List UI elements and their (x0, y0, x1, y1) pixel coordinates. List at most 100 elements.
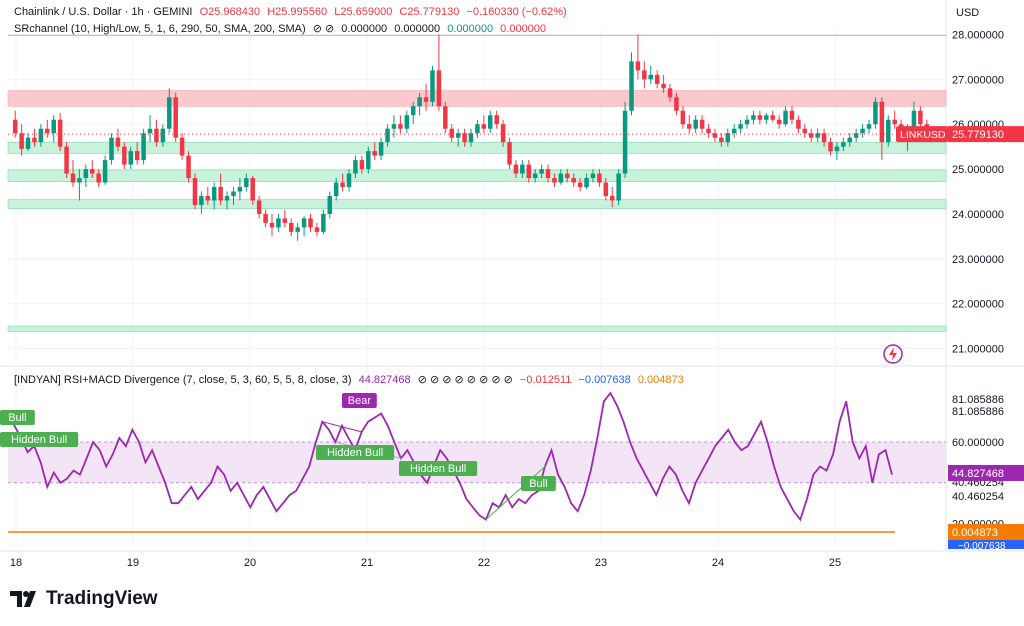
candle-body (147, 128, 153, 134)
candle-body (417, 97, 422, 107)
candle-body (886, 119, 891, 143)
time-tick-label: 19 (127, 557, 139, 569)
tradingview-logo[interactable]: TradingView (10, 588, 158, 610)
candle-body (751, 115, 756, 120)
candle-body (635, 61, 641, 71)
rsi-hidden-icons[interactable]: ⊘ ⊘ ⊘ ⊘ ⊘ ⊘ ⊘ ⊘ (417, 374, 513, 386)
candle-body (353, 160, 358, 174)
candle-body (481, 124, 487, 129)
candle-body (526, 164, 532, 179)
candle-body (918, 110, 923, 125)
candle-body (167, 97, 172, 129)
sr-zone-support (7, 169, 947, 182)
candle-body (776, 119, 782, 125)
last-price-badge (948, 126, 1024, 143)
price-tick-label: 25.000000 (952, 164, 1004, 176)
macd-value-label: 0.004873 (952, 527, 998, 539)
symbol-title[interactable]: Chainlink / U.S. Dollar · 1h · GEMINI (14, 6, 193, 18)
srchannel-hidden-icons[interactable]: ⊘ ⊘ (312, 23, 335, 35)
candle-body (757, 115, 763, 120)
candle-body (802, 128, 808, 134)
candle-body (462, 133, 467, 143)
candle-body (263, 213, 268, 223)
rsi-indicator-name[interactable]: [INDYAN] RSI+MACD Divergence (7, close, … (14, 374, 352, 386)
candle-body (391, 124, 397, 129)
candles (8, 34, 946, 241)
candle-body (725, 133, 731, 143)
candle-body (789, 110, 795, 120)
candle-body (455, 133, 461, 138)
srchannel-value: 0.000000 (447, 23, 494, 35)
candle-body (520, 164, 525, 174)
candle-body (699, 119, 705, 129)
candle-body (57, 119, 63, 147)
candle-body (250, 178, 255, 201)
sr-zone-support (7, 325, 947, 332)
currency-label[interactable]: USD (956, 7, 980, 19)
candle-body (629, 61, 634, 111)
candle-body (199, 196, 204, 205)
candle-body (25, 137, 31, 149)
candle-body (693, 119, 698, 129)
candle-body (680, 110, 686, 125)
low-value: L25.659000 (334, 6, 393, 18)
candle-body (218, 187, 223, 201)
rsi-legend: [INDYAN] RSI+MACD Divergence (7, close, … (14, 373, 688, 386)
time-axis: 18 19 20 21 22 23 24 25 (10, 557, 841, 569)
candle-body (301, 218, 307, 228)
candle-body (808, 133, 814, 138)
candle-body (475, 124, 480, 134)
price-tick-label: 27.000000 (952, 74, 1004, 86)
candle-body (449, 128, 454, 138)
candle-body (603, 182, 609, 196)
sr-zones (7, 34, 947, 332)
flash-icon[interactable] (882, 343, 904, 365)
candle-body (841, 142, 846, 147)
candle-body (70, 173, 76, 183)
candle-body (443, 106, 448, 129)
candle-body (321, 213, 326, 232)
hidden-bull-label-bg (399, 461, 478, 476)
candle-body (648, 74, 653, 80)
candle-body (507, 142, 512, 165)
candle-body (770, 115, 775, 120)
candle-body (173, 97, 178, 138)
candle-body (616, 173, 621, 201)
hidden-bull-label: Hidden Bull (327, 447, 383, 459)
bull-label: Bull (529, 478, 547, 490)
macd-value: −0.012511 (519, 374, 572, 386)
candle-body (834, 146, 840, 152)
candle-body (366, 151, 371, 170)
srchannel-name[interactable]: SRchannel (10, High/Low, 5, 1, 6, 290, 5… (14, 23, 306, 35)
candle-body (712, 133, 718, 138)
hidden-bull-label: Hidden Bull (11, 434, 67, 446)
candle-body (333, 182, 339, 196)
candle-body (674, 97, 679, 111)
candle-body (64, 146, 69, 174)
signal-value-label: −0.007638 (958, 541, 1006, 552)
candle-body (577, 182, 583, 188)
candle-body (500, 124, 506, 143)
bull-divergence-line (485, 466, 546, 520)
candle-body (398, 124, 403, 129)
bull-label-bg (521, 476, 556, 491)
macd-value-badge (948, 524, 1024, 540)
candle-body (879, 101, 885, 143)
sr-zone-support (7, 141, 947, 154)
rsi-tick-label: 60.000000 (952, 437, 1004, 449)
symbol-badge (896, 126, 948, 143)
candle-body (744, 119, 750, 125)
candle-body (308, 218, 313, 228)
candle-body (892, 119, 897, 125)
rsi-value-label: 44.827468 (952, 468, 1004, 480)
price-tick-label: 23.000000 (952, 254, 1004, 266)
candle-body (102, 160, 108, 183)
price-tick-label: 22.000000 (952, 299, 1004, 311)
candle-body (545, 169, 551, 179)
candle-body (410, 106, 416, 116)
candle-body (378, 142, 384, 156)
candle-body (128, 151, 134, 165)
signal-value-badge (948, 540, 1024, 549)
candle-body (571, 178, 576, 183)
